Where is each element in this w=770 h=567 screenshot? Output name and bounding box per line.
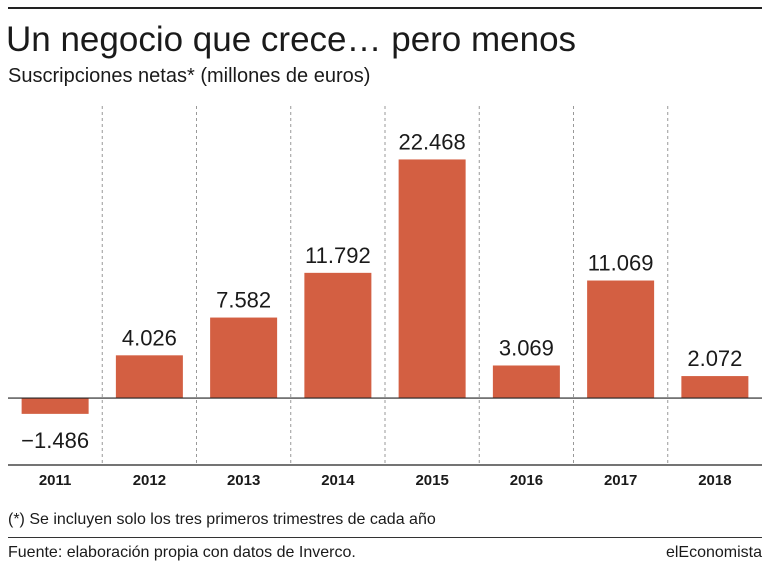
value-label-2013: 7.582 [216,288,271,313]
tick-label-2012: 2012 [133,472,166,489]
x-tick-labels: 2011 2012 2013 2014 2015 2016 2017 2018 [39,472,732,489]
bar-2013 [210,317,278,399]
category-separators [101,106,669,465]
tick-label-2014: 2014 [321,472,355,489]
tick-label-2015: 2015 [415,472,448,489]
value-labels: −1.486 4.026 7.582 11.792 22.468 3.069 11.069 2… [21,129,742,452]
bar-2016 [492,365,560,399]
bar-2014 [304,272,372,399]
bar-2012 [115,355,183,399]
tick-label-2018: 2018 [698,472,731,489]
value-label-2018: 2.072 [687,346,742,371]
chart-title: Un negocio que crece… pero menos [6,20,577,59]
bar-chart: −1.486 4.026 7.582 11.792 22.468 3.069 11.069 2… [8,106,762,489]
bar-2018 [681,376,749,399]
tick-label-2017: 2017 [604,472,637,489]
bottom-rule [8,537,762,538]
bars [21,159,749,414]
value-label-2017: 11.069 [588,251,654,276]
footnote: (*) Se incluyen solo los tres primeros t… [8,511,436,528]
tick-label-2013: 2013 [227,472,260,489]
source-text: Fuente: elaboración propia con datos de … [8,544,356,561]
tick-label-2011: 2011 [39,472,72,489]
value-label-2016: 3.069 [499,335,554,360]
value-label-2012: 4.026 [122,325,177,350]
bar-2015 [398,159,466,399]
bar-2011 [21,398,89,414]
value-label-2011: −1.486 [21,428,89,453]
chart-subtitle: Suscripciones netas* (millones de euros) [8,65,371,87]
brand-logo-text: elEconomista [665,544,762,561]
value-label-2015: 22.468 [398,129,465,154]
bar-2017 [587,280,655,399]
value-label-2014: 11.792 [305,243,371,268]
top-rule [8,7,762,9]
tick-label-2016: 2016 [510,472,543,489]
